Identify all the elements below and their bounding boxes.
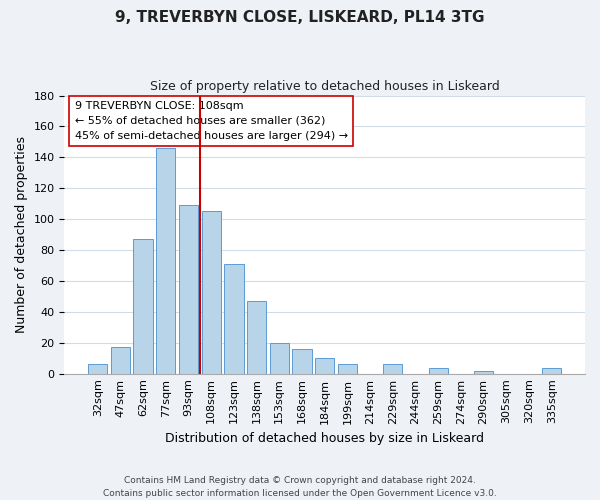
Bar	[474, 370, 493, 374]
Bar	[247, 301, 266, 374]
Text: Contains HM Land Registry data © Crown copyright and database right 2024.
Contai: Contains HM Land Registry data © Crown c…	[103, 476, 497, 498]
Text: 9, TREVERBYN CLOSE, LISKEARD, PL14 3TG: 9, TREVERBYN CLOSE, LISKEARD, PL14 3TG	[115, 10, 485, 25]
Bar	[111, 348, 130, 374]
Y-axis label: Number of detached properties: Number of detached properties	[15, 136, 28, 333]
Bar	[133, 240, 153, 374]
Bar	[292, 349, 311, 374]
Bar	[383, 364, 403, 374]
Bar	[179, 206, 198, 374]
X-axis label: Distribution of detached houses by size in Liskeard: Distribution of detached houses by size …	[165, 432, 484, 445]
Bar	[202, 212, 221, 374]
Bar	[338, 364, 357, 374]
Bar	[542, 368, 562, 374]
Bar	[156, 148, 175, 374]
Bar	[224, 264, 244, 374]
Bar	[88, 364, 107, 374]
Text: 9 TREVERBYN CLOSE: 108sqm
← 55% of detached houses are smaller (362)
45% of semi: 9 TREVERBYN CLOSE: 108sqm ← 55% of detac…	[75, 101, 348, 140]
Bar	[269, 343, 289, 374]
Title: Size of property relative to detached houses in Liskeard: Size of property relative to detached ho…	[150, 80, 500, 93]
Bar	[315, 358, 334, 374]
Bar	[428, 368, 448, 374]
